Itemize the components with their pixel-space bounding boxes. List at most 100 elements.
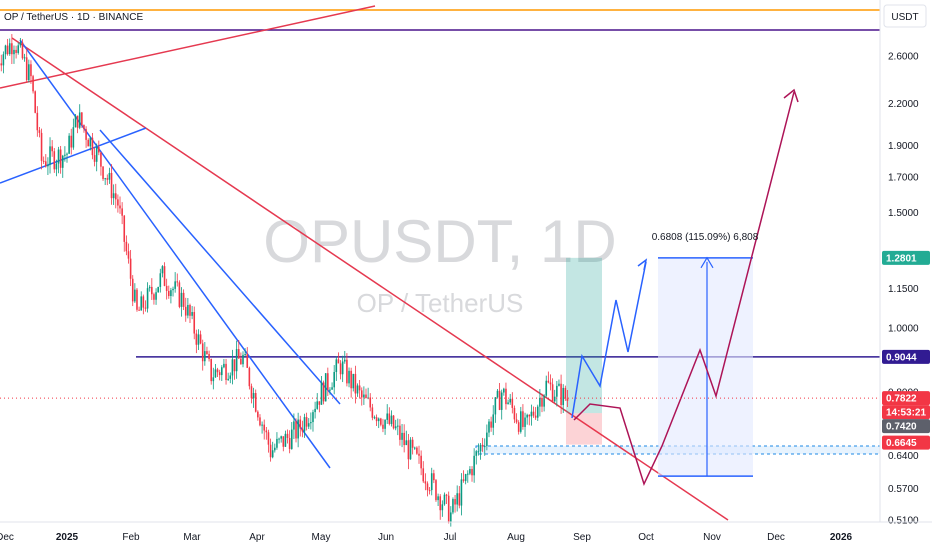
candle-body-51 xyxy=(104,178,106,180)
candle-body-220 xyxy=(462,479,465,481)
y-tick-label-1: 2.2000 xyxy=(888,99,919,110)
price-axis-panel[interactable] xyxy=(880,0,932,550)
candle-body-87 xyxy=(180,292,183,307)
candle-body-26 xyxy=(51,146,53,152)
candle-body-34 xyxy=(68,135,70,154)
y-axis: 2.6000 2.2000 1.9000 1.7000 1.5000 1.1500 1.00… xyxy=(888,52,919,527)
candle-body-250 xyxy=(526,414,528,418)
candle-body-117 xyxy=(244,354,246,356)
x-tick-label-8: Aug xyxy=(507,532,525,543)
candle-body-7 xyxy=(11,43,13,55)
currency-button[interactable] xyxy=(883,4,927,28)
candle-body-219 xyxy=(460,479,463,506)
candle-body-177 xyxy=(371,407,374,418)
candle-body-67 xyxy=(138,309,140,311)
candle-body-173 xyxy=(363,394,365,398)
candle-body-102 xyxy=(212,377,215,382)
candle-body-184 xyxy=(386,413,389,420)
candle-body-180 xyxy=(377,418,380,422)
x-tick-label-3: Mar xyxy=(183,532,201,543)
symbol-info: OP / TetherUS · 1D · BINANCE xyxy=(4,12,143,23)
candle-body-189 xyxy=(397,425,399,427)
candle-body-199 xyxy=(418,453,420,456)
candle-body-9 xyxy=(15,49,17,53)
candle-body-119 xyxy=(248,367,251,387)
candle-body-136 xyxy=(284,433,287,447)
price-badge-text-2: 0.7822 xyxy=(886,394,917,405)
blue-trendline-short xyxy=(0,127,147,184)
candle-body-61 xyxy=(125,241,128,252)
candle-body-211 xyxy=(443,494,446,505)
candle-body-18 xyxy=(34,91,36,113)
x-axis[interactable]: Dec 2025 Feb Mar Apr May Jun Jul Aug Sep Oct Nov Dec… xyxy=(0,532,853,543)
candle-body-86 xyxy=(178,282,181,307)
candle-body-256 xyxy=(539,397,541,407)
candle-body-126 xyxy=(263,424,266,431)
candle-body-15 xyxy=(28,64,30,81)
candle-body-148 xyxy=(310,422,312,424)
candle-body-142 xyxy=(297,419,299,439)
candle-body-8 xyxy=(13,49,15,55)
candle-body-232 xyxy=(488,421,490,433)
candle-body-190 xyxy=(399,425,401,440)
candle-body-156 xyxy=(327,373,329,390)
candle-body-222 xyxy=(466,473,469,475)
candle-body-88 xyxy=(182,292,185,307)
projection-blue-arrow xyxy=(637,258,648,271)
candle-body-247 xyxy=(519,411,522,432)
candle-body-70 xyxy=(144,307,147,309)
candle-body-233 xyxy=(490,421,492,428)
candle-body-252 xyxy=(530,411,533,417)
candle-body-221 xyxy=(464,474,467,481)
candle-body-185 xyxy=(388,413,391,424)
candle-body-42 xyxy=(85,129,87,140)
candle-body-22 xyxy=(42,160,45,162)
y-tick-label-9: 0.5700 xyxy=(888,484,919,495)
projection-red-arrow xyxy=(783,88,799,103)
plot-layer xyxy=(0,5,881,527)
candle-body-32 xyxy=(64,154,66,156)
candle-body-93 xyxy=(193,312,196,334)
main-red-trendline xyxy=(11,37,729,521)
x-tick-label-4: Apr xyxy=(249,532,265,543)
candle-body-74 xyxy=(153,294,155,300)
candle-body-104 xyxy=(216,369,219,373)
candle-body-241 xyxy=(507,402,509,405)
candle-body-45 xyxy=(91,137,94,156)
candle-body-162 xyxy=(339,363,342,375)
candle-body-4 xyxy=(4,45,7,55)
candle-body-174 xyxy=(365,394,367,399)
position-loss-zone xyxy=(566,413,602,445)
candle-body-262 xyxy=(551,384,554,402)
candle-body-146 xyxy=(305,417,308,427)
candle-body-36 xyxy=(72,127,75,148)
candle-body-267 xyxy=(562,387,565,406)
candle-body-68 xyxy=(140,296,143,311)
candle-body-108 xyxy=(225,363,227,380)
candle-body-98 xyxy=(204,351,206,362)
candle-body-143 xyxy=(299,419,302,429)
candle-body-224 xyxy=(471,469,473,476)
candle-body-153 xyxy=(320,382,323,405)
candle-body-131 xyxy=(274,447,276,451)
candle-body-49 xyxy=(100,152,102,167)
candle-body-71 xyxy=(146,288,149,309)
price-badge-bg-2 xyxy=(882,391,930,406)
candle-body-159 xyxy=(333,372,335,388)
candle-body-90 xyxy=(187,304,189,316)
candle-body-31 xyxy=(61,155,64,168)
candle-body-168 xyxy=(352,373,355,389)
x-tick-label-2: Feb xyxy=(122,532,140,543)
candle-body-52 xyxy=(106,178,109,180)
candle-body-19 xyxy=(36,112,39,131)
candle-body-227 xyxy=(477,451,480,453)
candle-body-85 xyxy=(176,281,179,283)
x-tick-label-12: Dec xyxy=(767,532,785,543)
y-tick-label-6: 1.0000 xyxy=(888,324,919,335)
candle-body-255 xyxy=(536,406,539,418)
candle-body-127 xyxy=(265,430,268,433)
x-tick-label-1: 2025 xyxy=(56,532,79,543)
candle-body-140 xyxy=(293,421,295,430)
